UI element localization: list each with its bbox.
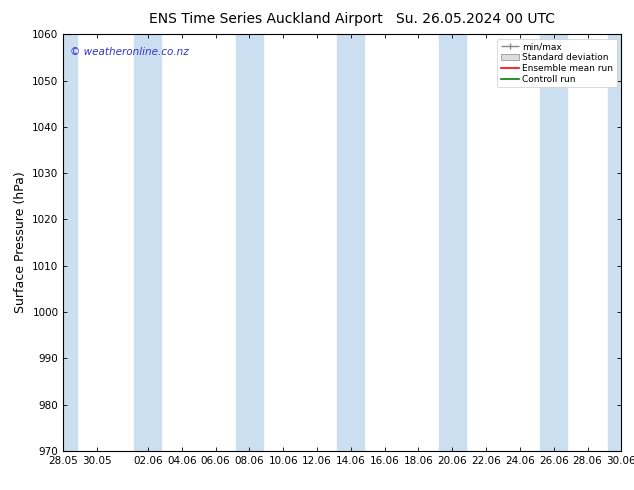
Text: ENS Time Series Auckland Airport: ENS Time Series Auckland Airport [150, 12, 383, 26]
Bar [337, 34, 365, 451]
Legend: min/max, Standard deviation, Ensemble mean run, Controll run: min/max, Standard deviation, Ensemble me… [497, 39, 617, 87]
Bar [608, 34, 634, 451]
Y-axis label: Surface Pressure (hPa): Surface Pressure (hPa) [14, 172, 27, 314]
Bar [236, 34, 263, 451]
Bar [439, 34, 466, 451]
Bar [50, 34, 77, 451]
Text: Su. 26.05.2024 00 UTC: Su. 26.05.2024 00 UTC [396, 12, 555, 26]
Text: © weatheronline.co.nz: © weatheronline.co.nz [70, 47, 189, 57]
Bar [134, 34, 162, 451]
Bar [540, 34, 567, 451]
